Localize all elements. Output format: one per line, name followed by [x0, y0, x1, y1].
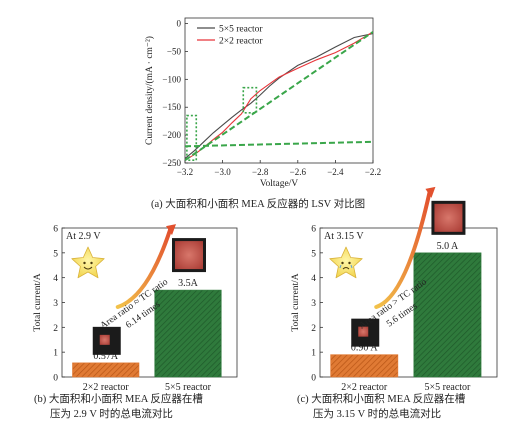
star-eye-left — [341, 261, 344, 265]
small-electrode-active — [358, 326, 369, 337]
trend-arrow — [374, 190, 432, 309]
y-tick-label: 1 — [53, 349, 58, 359]
bar — [72, 362, 140, 378]
y-tick-label: 2 — [311, 324, 316, 334]
y-tick-label: 5 — [53, 249, 58, 259]
category-label: 2×2 reactor — [83, 382, 130, 393]
y-tick-label: 3 — [311, 299, 316, 309]
bar — [413, 252, 482, 378]
chart-title: At 2.9 V — [66, 231, 101, 242]
category-label: 2×2 reactor — [341, 382, 388, 393]
y-tick-label: −200 — [162, 130, 181, 140]
star-tear-left — [339, 264, 342, 269]
category-label: 5×5 reactor — [165, 382, 212, 393]
y-tick-label: 2 — [53, 324, 58, 334]
star-smile — [83, 266, 93, 270]
y-tick-label: 1 — [311, 349, 316, 359]
trend-arrow-head — [425, 186, 436, 198]
legend-label: 5×5 reactor — [219, 25, 263, 35]
x-tick-label: −2.8 — [252, 167, 269, 177]
y-tick-label: 4 — [53, 274, 58, 284]
y-tick-label: −150 — [162, 102, 181, 112]
y-tick-label: 6 — [311, 225, 316, 235]
y-tick-label: −50 — [167, 46, 182, 56]
caption-c-line1: (c) 大面积和小面积 MEA 反应器在槽 — [297, 394, 466, 405]
star-eye-left — [83, 261, 86, 265]
lsv-chart: −3.2 −3.0 −2.8 −2.6 −2.4 −2.2 0 −50 −100 −150 −200… — [144, 17, 381, 189]
y-tick-label: −100 — [162, 74, 181, 84]
plot-frame — [184, 17, 374, 164]
star-smiling-icon — [71, 246, 105, 279]
small-electrode-active — [99, 334, 110, 345]
x-tick-label: −2.4 — [327, 167, 344, 177]
y-tick-label: 0 — [311, 374, 316, 384]
chart-title: At 3.15 V — [324, 231, 364, 242]
y-axis-label: Current density/(mA · cm⁻²) — [144, 36, 155, 145]
y-tick-label: 0 — [177, 19, 182, 29]
bar — [154, 289, 222, 378]
trend-line-dashed — [185, 31, 373, 162]
star-eye-right — [348, 261, 351, 265]
large-electrode-active — [175, 241, 203, 270]
bar-value-label: 0.57A — [93, 351, 119, 362]
star-frown — [342, 267, 350, 270]
bar — [330, 354, 399, 378]
x-axis-label: Voltage/V — [260, 179, 298, 189]
bar-value-label: 0.90 A — [351, 343, 378, 354]
y-tick-label: 3 — [53, 299, 58, 309]
category-label: 5×5 reactor — [424, 382, 471, 393]
total-current-chart-3.15v: 0 1 2 3 4 5 6 Total current/A At 3.15 V 0.90 A 2×2… — [291, 186, 498, 393]
bar-value-label: 3.5A — [178, 278, 199, 289]
large-electrode-active — [434, 203, 463, 232]
star-crying-icon — [329, 246, 363, 279]
bar-value-label: 5.0 A — [437, 241, 459, 252]
legend-label: 2×2 reactor — [219, 37, 263, 47]
trend-arrow — [115, 228, 172, 309]
highlight-box — [242, 86, 258, 114]
x-tick-label: −3.2 — [177, 167, 193, 177]
y-axis-label: Total current/A — [291, 273, 301, 331]
trend-line-dashed — [185, 140, 373, 148]
x-tick-label: −3.0 — [214, 167, 231, 177]
caption-b-line2: 压为 2.9 V 时的总电流对比 — [50, 409, 173, 420]
series-line-1 — [185, 33, 373, 159]
highlight-box — [186, 114, 198, 162]
trend-arrow-head — [166, 224, 176, 236]
star-tear-right — [350, 264, 353, 269]
star-eye-right — [90, 261, 93, 265]
caption-a: (a) 大面积和小面积 MEA 反应器的 LSV 对比图 — [151, 199, 366, 210]
x-tick-label: −2.6 — [290, 167, 307, 177]
x-tick-label: −2.2 — [365, 167, 381, 177]
caption-c-line2: 压为 3.15 V 时的总电流对比 — [313, 409, 442, 420]
y-tick-label: 0 — [53, 374, 58, 384]
y-tick-label: 6 — [53, 225, 58, 235]
y-tick-label: 4 — [311, 274, 316, 284]
y-axis-label: Total current/A — [33, 273, 43, 331]
y-tick-label: −250 — [162, 158, 181, 168]
total-current-chart-2.9v: 0 1 2 3 4 5 6 Total current/A At 2.9 V 0.57A 2×2 r… — [33, 224, 238, 393]
y-tick-label: 5 — [311, 249, 316, 259]
caption-b-line1: (b) 大面积和小面积 MEA 反应器在槽 — [34, 394, 203, 405]
